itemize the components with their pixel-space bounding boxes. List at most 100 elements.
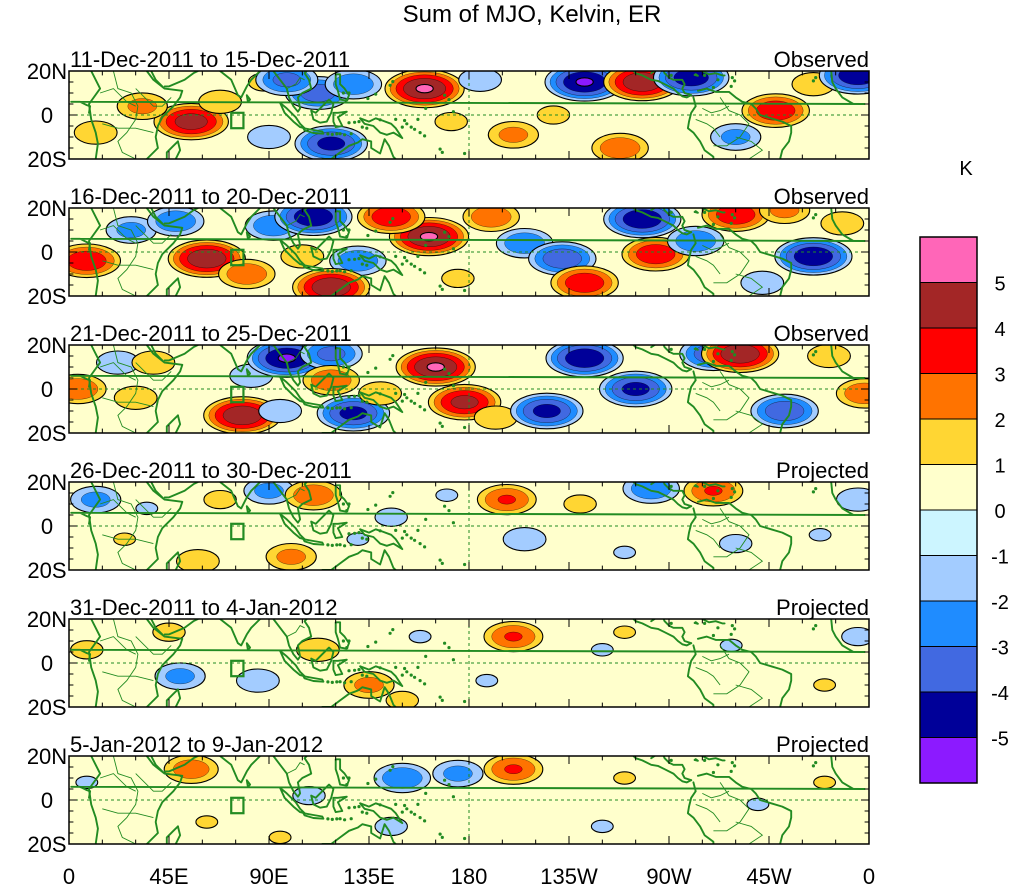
island-34 bbox=[416, 528, 420, 533]
colorbar-tick-label: 3 bbox=[994, 365, 1005, 387]
island-25 bbox=[440, 698, 444, 703]
border-2 bbox=[102, 671, 154, 682]
coastline-0 bbox=[88, 619, 102, 707]
island-20 bbox=[409, 399, 413, 403]
coastline-21 bbox=[701, 208, 726, 214]
target-box bbox=[230, 796, 245, 815]
island-40 bbox=[711, 85, 716, 90]
colorbar-tick-label: -2 bbox=[991, 592, 1009, 614]
island-0 bbox=[335, 680, 339, 684]
island-45 bbox=[814, 487, 818, 491]
coastline-12 bbox=[334, 484, 350, 513]
y-tick-label: 20S bbox=[27, 284, 66, 309]
island-1 bbox=[338, 406, 342, 410]
island-16 bbox=[388, 220, 392, 224]
border-2 bbox=[102, 534, 154, 545]
colorbar-swatch bbox=[919, 464, 978, 511]
coastline-2 bbox=[174, 551, 182, 570]
island-17 bbox=[391, 80, 395, 84]
island-45 bbox=[814, 213, 818, 217]
island-11 bbox=[345, 372, 349, 376]
island-27 bbox=[443, 778, 447, 782]
island-18 bbox=[400, 536, 404, 540]
island-15 bbox=[374, 92, 378, 96]
island-33 bbox=[424, 654, 428, 659]
island-0 bbox=[335, 817, 339, 821]
y-tick-label: 20S bbox=[27, 695, 66, 720]
island-24 bbox=[438, 832, 442, 836]
x-tick-label: 90W bbox=[646, 864, 691, 889]
border-4 bbox=[713, 97, 750, 147]
island-35 bbox=[703, 621, 707, 626]
island-31 bbox=[403, 803, 407, 808]
coastline-22 bbox=[693, 347, 699, 351]
island-2 bbox=[343, 270, 347, 274]
anomaly-warm-7-level-2 bbox=[276, 548, 306, 565]
coastline-14 bbox=[321, 275, 397, 296]
coastline-19 bbox=[686, 507, 715, 570]
island-13 bbox=[341, 91, 345, 95]
island-10 bbox=[326, 543, 330, 547]
panel-period-title: 26-Dec-2011 to 30-Dec-2011 bbox=[70, 458, 352, 483]
x-tick-label: 90E bbox=[249, 864, 288, 889]
island-37 bbox=[729, 632, 733, 637]
coastline-11 bbox=[332, 658, 348, 677]
island-36 bbox=[716, 626, 720, 630]
y-tick-label: 0 bbox=[41, 240, 53, 265]
coastline-2 bbox=[174, 414, 182, 433]
island-10 bbox=[326, 680, 330, 684]
island-19 bbox=[405, 533, 409, 537]
island-30 bbox=[394, 117, 398, 121]
island-25 bbox=[440, 561, 444, 566]
anomaly-warm-7-level-3 bbox=[504, 764, 523, 775]
island-28 bbox=[447, 98, 451, 102]
coastline-20 bbox=[696, 498, 793, 570]
anomaly-warm-10-level-5 bbox=[415, 83, 434, 94]
panel-4: 20N 0 20S 26-Dec-2011 to 30-Dec-2011 Project… bbox=[27, 458, 870, 583]
colorbar-tick-label: 4 bbox=[994, 319, 1005, 341]
coastline-2 bbox=[174, 825, 182, 844]
anomaly-cold-5-level-2 bbox=[443, 765, 473, 782]
coastline-12 bbox=[334, 73, 350, 102]
anomaly-cold-9-level-1 bbox=[247, 124, 291, 150]
island-33 bbox=[424, 380, 428, 384]
border-3 bbox=[135, 499, 172, 518]
coastline-22 bbox=[693, 210, 699, 214]
border-3 bbox=[135, 362, 172, 381]
y-tick-label: 20S bbox=[27, 421, 66, 446]
island-1 bbox=[338, 543, 342, 547]
anomaly-cold-13-level-1 bbox=[841, 626, 869, 647]
border-5 bbox=[702, 653, 730, 662]
island-7 bbox=[365, 400, 369, 404]
island-20 bbox=[409, 125, 413, 129]
island-10 bbox=[326, 132, 330, 136]
island-30 bbox=[394, 391, 398, 395]
island-10 bbox=[326, 817, 330, 821]
island-25 bbox=[440, 424, 444, 428]
coastline-10 bbox=[310, 646, 335, 672]
coastline-20 bbox=[696, 361, 793, 433]
coastline-9 bbox=[302, 675, 325, 683]
anomaly-cold-15-level-3 bbox=[542, 248, 582, 269]
chart-title: Sum of MJO, Kelvin, ER bbox=[403, 1, 662, 28]
border-7 bbox=[695, 255, 721, 275]
island-40 bbox=[711, 633, 716, 638]
x-tick-label: 0 bbox=[863, 864, 875, 889]
island-37 bbox=[729, 84, 733, 88]
coastline-11 bbox=[332, 247, 348, 266]
coastline-0 bbox=[88, 71, 102, 159]
island-12 bbox=[347, 228, 351, 232]
island-30 bbox=[394, 254, 398, 258]
anomaly-warm-23-level-1 bbox=[820, 211, 865, 236]
colorbar-tick-label: -4 bbox=[991, 683, 1009, 705]
border-4 bbox=[713, 645, 750, 695]
island-21 bbox=[413, 812, 417, 816]
island-19 bbox=[405, 807, 409, 811]
border-9 bbox=[286, 762, 305, 775]
island-31 bbox=[403, 666, 407, 671]
anomaly-warm-9-level-4 bbox=[311, 277, 351, 296]
island-32 bbox=[378, 118, 382, 122]
island-30 bbox=[394, 802, 398, 807]
border-7 bbox=[695, 666, 721, 686]
colorbar-tick-label: -5 bbox=[991, 729, 1009, 751]
